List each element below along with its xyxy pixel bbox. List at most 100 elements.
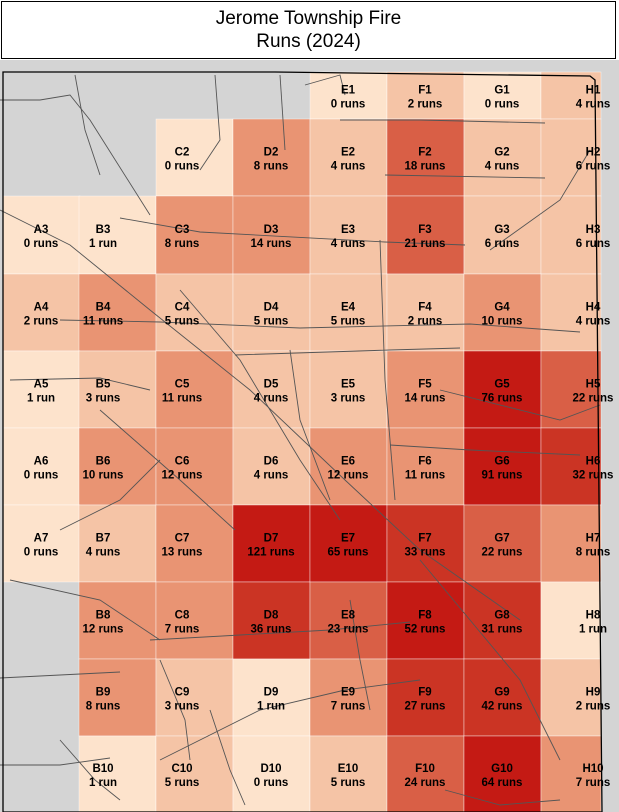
- zone-e8-fill: [309, 581, 388, 660]
- road-line: [159, 679, 421, 761]
- zone-d3-runs: 14 runs: [251, 238, 292, 250]
- zone-g4-id: G4: [494, 302, 510, 314]
- zone-g10-fill: [463, 735, 542, 812]
- zone-h8-runs: 1 run: [579, 624, 607, 636]
- zone-g5-runs: 76 runs: [482, 393, 523, 405]
- zone-g2-runs: 4 runs: [485, 161, 520, 173]
- zone-c9-id: C9: [175, 687, 190, 699]
- zone-d3-fill: [232, 195, 311, 275]
- zone-g3-runs: 6 runs: [485, 238, 520, 250]
- zone-c7-fill: [155, 504, 234, 583]
- zone-b5-fill: [78, 350, 157, 429]
- zone-a4-fill: [2, 273, 81, 352]
- zone-b3-runs: 1 run: [89, 238, 117, 250]
- zone-d8-id: D8: [264, 610, 279, 622]
- zone-g1-id: G1: [494, 85, 510, 97]
- zone-f5-runs: 14 runs: [405, 393, 446, 405]
- road-line: [340, 119, 546, 124]
- zone-d8-runs: 36 runs: [251, 624, 292, 636]
- zone-f10-fill: [386, 735, 465, 812]
- zone-g7-id: G7: [494, 533, 509, 545]
- zone-b6-id: B6: [96, 456, 111, 468]
- road-line: [199, 74, 221, 171]
- zone-b7-fill: [78, 504, 157, 583]
- zone-g6-runs: 91 runs: [482, 470, 523, 482]
- zone-e4-id: E4: [341, 302, 356, 314]
- zone-a7-id: A7: [34, 533, 49, 545]
- zone-h5-runs: 22 runs: [573, 393, 614, 405]
- zone-h5-id: H5: [586, 379, 601, 391]
- zone-g4-runs: 10 runs: [482, 316, 523, 328]
- road-line: [0, 94, 151, 216]
- zone-h2-runs: 6 runs: [576, 161, 611, 173]
- zone-e8-id: E8: [341, 610, 356, 622]
- map-title-box: Jerome Township Fire Runs (2024): [1, 1, 616, 59]
- zone-f7-id: F7: [418, 533, 431, 545]
- zone-f9-id: F9: [418, 687, 431, 699]
- road-line: [444, 789, 561, 806]
- zone-d10-id: D10: [260, 763, 281, 775]
- zone-h3-runs: 6 runs: [576, 238, 611, 250]
- zone-c8-runs: 7 runs: [165, 624, 200, 636]
- road-line: [389, 444, 581, 456]
- zone-g6-fill: [463, 427, 542, 506]
- zone-d2-runs: 8 runs: [254, 161, 289, 173]
- zone-g9-fill: [463, 658, 542, 737]
- zone-a7-runs: 0 runs: [24, 547, 59, 559]
- zone-b7-runs: 4 runs: [86, 547, 121, 559]
- zone-a5-runs: 1 run: [27, 393, 55, 405]
- zone-g2-fill: [463, 118, 542, 197]
- road-line: [234, 347, 461, 356]
- zone-e6-id: E6: [341, 456, 355, 468]
- zone-e7-fill: [309, 504, 388, 583]
- zone-g8-runs: 31 runs: [482, 624, 523, 636]
- zone-e3-runs: 4 runs: [331, 238, 366, 250]
- road-line: [439, 389, 601, 421]
- zone-e8-runs: 23 runs: [328, 624, 369, 636]
- zone-g7-runs: 22 runs: [482, 547, 523, 559]
- zone-f2-fill: [386, 118, 465, 197]
- road-line: [349, 599, 371, 711]
- zone-e4-fill: [309, 273, 388, 352]
- zone-g5-id: G5: [494, 379, 510, 391]
- zone-d10-fill: [232, 735, 311, 812]
- township-boundary: [2, 71, 603, 812]
- zone-c6-fill: [155, 427, 234, 506]
- zone-f1-runs: 2 runs: [408, 99, 443, 111]
- zone-g9-id: G9: [494, 687, 509, 699]
- zone-c3-id: C3: [175, 224, 190, 236]
- zone-h7-id: H7: [586, 533, 601, 545]
- zone-h3-fill: [540, 195, 602, 275]
- zone-d7-id: D7: [264, 533, 279, 545]
- zone-d6-id: D6: [264, 456, 279, 468]
- zone-e3-id: E3: [341, 224, 355, 236]
- zone-b9-runs: 8 runs: [86, 701, 121, 713]
- zone-c7-runs: 13 runs: [162, 547, 203, 559]
- zone-g10-id: G10: [491, 763, 513, 775]
- fire-runs-map: E1 0 runs F1 2 runs G1 0 runs H1 4 runs C2 0 runs…: [0, 60, 619, 812]
- zone-a4-runs: 2 runs: [24, 316, 59, 328]
- zone-h2-fill: [540, 118, 602, 197]
- zone-a6-id: A6: [34, 456, 49, 468]
- zone-labels: E1 0 runs F1 2 runs G1 0 runs H1 4 runs C2 0 runs…: [24, 85, 614, 790]
- road-line: [179, 289, 341, 521]
- zone-g1-runs: 0 runs: [485, 99, 520, 111]
- zone-d5-runs: 4 runs: [254, 393, 289, 405]
- zone-c4-id: C4: [175, 302, 190, 314]
- road-line: [379, 239, 396, 501]
- road-line: [59, 319, 581, 333]
- zone-c3-fill: [155, 195, 234, 275]
- zone-f8-id: F8: [418, 610, 432, 622]
- zone-b8-runs: 12 runs: [83, 624, 124, 636]
- zone-d2-id: D2: [264, 147, 279, 159]
- road-line: [149, 621, 411, 641]
- zone-e3-fill: [309, 195, 388, 275]
- map-title-line1: Jerome Township Fire: [215, 8, 402, 29]
- zone-e2-id: E2: [341, 147, 355, 159]
- road-network: [0, 74, 601, 806]
- zone-g3-id: G3: [494, 224, 509, 236]
- zone-f3-runs: 21 runs: [405, 238, 446, 250]
- zone-a7-fill: [2, 504, 81, 583]
- zone-b8-id: B8: [96, 610, 111, 622]
- zone-h7-runs: 8 runs: [576, 547, 611, 559]
